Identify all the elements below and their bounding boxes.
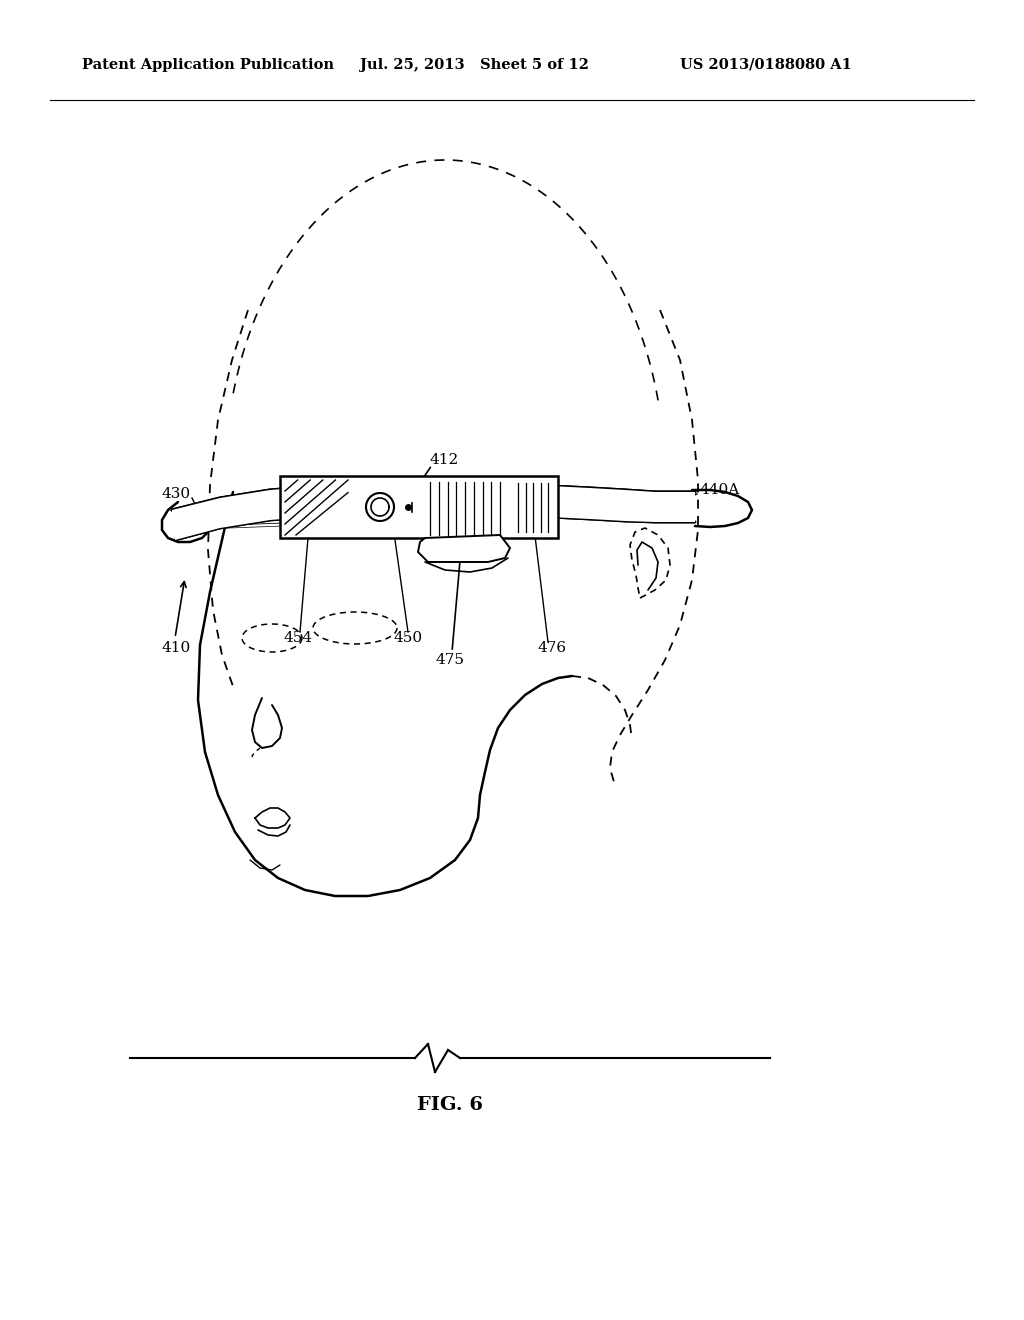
Text: FIG. 6: FIG. 6 [417,1096,483,1114]
Text: 454: 454 [283,631,312,645]
Text: 440A: 440A [700,483,740,498]
Text: 450: 450 [393,631,422,645]
Polygon shape [418,535,510,562]
Polygon shape [172,482,695,540]
Text: 475: 475 [435,653,464,667]
Text: 412: 412 [430,453,459,467]
Text: US 2013/0188080 A1: US 2013/0188080 A1 [680,58,852,73]
Text: Patent Application Publication: Patent Application Publication [82,58,334,73]
Text: 410: 410 [162,642,191,655]
Text: 430: 430 [162,487,191,502]
Text: Jul. 25, 2013   Sheet 5 of 12: Jul. 25, 2013 Sheet 5 of 12 [360,58,589,73]
Text: 476: 476 [538,642,567,655]
Bar [280,477,558,539]
